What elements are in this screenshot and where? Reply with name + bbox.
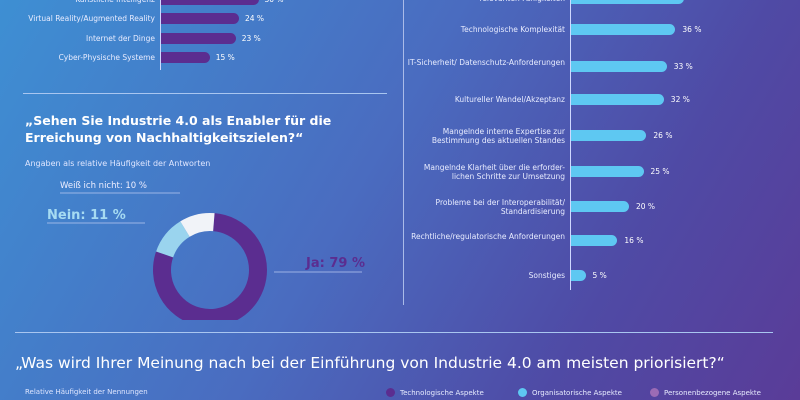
bar-value: 33 % (673, 62, 693, 71)
bar-label: Sonstiges (528, 271, 565, 280)
legend-dot (518, 388, 527, 397)
bar-value: 30 % (265, 0, 284, 4)
donut-slice (156, 221, 191, 258)
bar-label: Internet der Dinge (86, 34, 155, 43)
bar-value: 20 % (636, 202, 656, 211)
divider (15, 332, 773, 333)
bar (571, 130, 647, 141)
bar (571, 270, 586, 281)
bar-value: 36 % (682, 25, 702, 34)
section-border (403, 0, 404, 305)
bar (571, 201, 629, 212)
bar-label: Cyber-Physische Systeme (58, 53, 155, 62)
bar-label: Probleme bei der Interoperabilität/ Stan… (435, 198, 565, 216)
legend-person: Personenbezogene Aspekte (650, 388, 761, 397)
donut-slice (153, 213, 267, 320)
donut-subtitle: Angaben als relative Häufigkeit der Antw… (25, 159, 211, 168)
bar-label: Mangelnde interne Expertise zur Bestimmu… (431, 127, 565, 145)
label-no: Nein: 11 % (47, 208, 126, 223)
legend-org: Organisatorische Aspekte (518, 388, 622, 397)
bar-value: 24 % (245, 14, 265, 23)
divider (23, 93, 387, 94)
bar (161, 52, 210, 63)
bar-value: 15 % (215, 53, 235, 62)
bar-value: 25 % (650, 167, 670, 176)
bar-label: Mangelnde Klarheit über die erforder- li… (423, 163, 565, 181)
legend-dot (386, 388, 395, 397)
donut-chart (47, 192, 362, 320)
legend-dot (650, 388, 659, 397)
bar-label: Rechtliche/regulatorische Anforderungen (411, 232, 565, 241)
bar-label: Technologische Komplexität (460, 25, 565, 34)
bar (571, 94, 664, 105)
bar-label: relevanten Fähigkeiten (405, 0, 565, 3)
label-yes: Ja: 79 % (306, 256, 365, 271)
label-dontknow: Weiß ich nicht: 10 % (60, 181, 147, 191)
donut-slice (180, 213, 215, 237)
priority-title: „Was wird Ihrer Meinung nach bei der Ein… (15, 354, 725, 372)
bar-label: Kultureller Wandel/Akzeptanz (454, 95, 565, 104)
right-axis (570, 0, 571, 290)
bar (571, 235, 618, 246)
bar (571, 0, 685, 4)
legend-tech: Technologische Aspekte (386, 388, 484, 397)
bar (571, 61, 667, 72)
bar-value: 16 % (624, 236, 644, 245)
bar-label: IT-Sicherheit/ Datenschutz-Anforderungen (407, 58, 565, 67)
donut-title: „Sehen Sie Industrie 4.0 als Enabler für… (25, 113, 332, 145)
bar-value: 5 % (592, 271, 607, 280)
left-axis (160, 0, 161, 70)
bar (161, 13, 239, 24)
priority-subtitle: Relative Häufigkeit der Nennungen (25, 388, 148, 396)
legend-label: Personenbezogene Aspekte (664, 388, 761, 397)
bar-value: 26 % (653, 131, 673, 140)
bar-value: 32 % (670, 95, 690, 104)
legend-label: Technologische Aspekte (400, 388, 484, 397)
bar-label: Künstliche Intelligenz (5, 0, 155, 4)
bar-value: 23 % (241, 34, 261, 43)
bar (161, 0, 259, 5)
bar (571, 166, 644, 177)
bar-label: Virtual Reality/Augmented Reality (28, 14, 155, 23)
bar (571, 24, 676, 35)
legend-label: Organisatorische Aspekte (532, 388, 622, 397)
bar (161, 33, 236, 44)
